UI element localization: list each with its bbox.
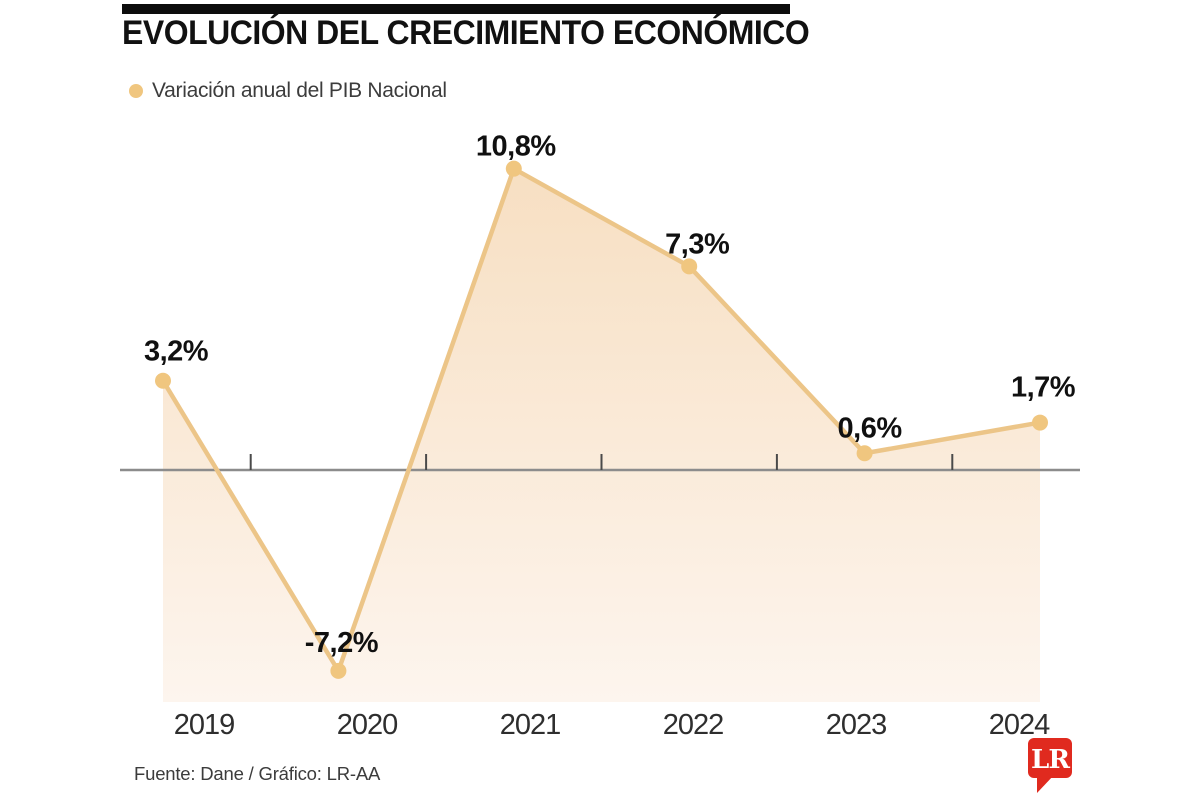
value-label-2022: 7,3% — [665, 228, 730, 260]
lr-logo: LR — [1028, 738, 1072, 793]
source-credit: Fuente: Dane / Gráfico: LR-AA — [134, 763, 381, 784]
legend-label: Variación anual del PIB Nacional — [152, 79, 447, 102]
title-bar-rule — [122, 4, 790, 14]
x-axis-label-2020: 2020 — [337, 709, 398, 741]
lr-logo-box — [1028, 738, 1072, 778]
lr-logo-text: LR — [1031, 745, 1070, 775]
series-line — [160, 166, 1043, 674]
legend: Variación anual del PIB Nacional — [129, 79, 447, 103]
value-label-2019: 3,2% — [144, 336, 209, 368]
value-label-2020: -7,2% — [305, 627, 379, 659]
data-point-2021 — [505, 160, 522, 177]
value-label-2024: 1,7% — [1011, 372, 1076, 404]
x-axis-label-2022: 2022 — [663, 709, 724, 741]
x-axis-label-2023: 2023 — [826, 709, 887, 741]
data-point-2020 — [330, 662, 347, 679]
page-title: EVOLUCIÓN DEL CRECIMIENTO ECONÓMICO — [122, 14, 810, 52]
data-point-2024 — [1032, 414, 1048, 431]
x-axis-label-2024: 2024 — [989, 709, 1050, 741]
lr-logo-tail — [1037, 775, 1054, 793]
x-axis-label-2019: 2019 — [174, 709, 235, 741]
value-label-2021: 10,8% — [476, 131, 556, 163]
value-label-2023: 0,6% — [838, 412, 903, 444]
series-area-fill — [163, 168, 1040, 702]
x-axis-label-2021: 2021 — [500, 709, 561, 741]
data-point-2019 — [155, 372, 171, 389]
data-point-2023 — [856, 445, 873, 462]
data-point-2022 — [681, 258, 698, 275]
legend-marker-dot — [129, 84, 143, 98]
